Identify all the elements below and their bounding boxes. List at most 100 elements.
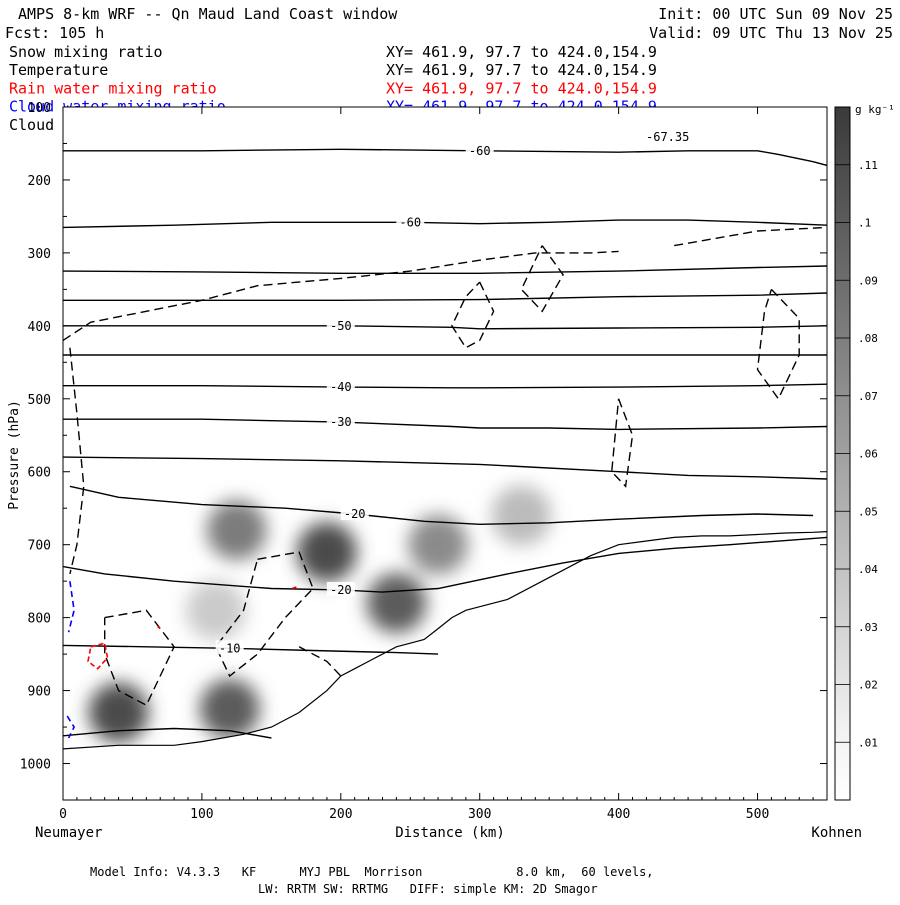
x-tick-label: 400 bbox=[607, 807, 630, 822]
snow-shading-blob bbox=[199, 678, 260, 739]
init-time: Init: 00 UTC Sun 09 Nov 25 bbox=[658, 5, 893, 23]
contour-label-bg bbox=[326, 414, 355, 429]
snow-shading bbox=[88, 485, 552, 743]
colorbar-unit: g kg⁻¹ bbox=[855, 103, 895, 116]
contour-label: -10 bbox=[219, 641, 241, 655]
contour-label: -20 bbox=[344, 507, 366, 521]
legend-label: Rain water mixing ratio bbox=[9, 79, 217, 97]
colorbar-label: .04 bbox=[858, 563, 878, 576]
cloud-ice-contour bbox=[63, 250, 619, 341]
rain-water-contour bbox=[291, 586, 297, 590]
contour-label-bg bbox=[396, 214, 425, 229]
contour-label-bg bbox=[465, 142, 494, 157]
cloud-water-contour bbox=[67, 581, 75, 633]
cloud-ice-contour bbox=[104, 609, 175, 707]
contour-label: -50 bbox=[330, 319, 352, 333]
max-value-label: -67.35 bbox=[646, 130, 689, 144]
cloud-ice-contours bbox=[63, 226, 827, 707]
y-tick-label: 400 bbox=[28, 320, 51, 335]
cloud-water-contour bbox=[66, 715, 76, 739]
x-tick-label: 300 bbox=[468, 807, 491, 822]
temperature-contour bbox=[63, 148, 827, 167]
temperature-contour bbox=[63, 727, 272, 739]
y-tick-label: 300 bbox=[28, 247, 51, 262]
legend-label: Snow mixing ratio bbox=[9, 43, 163, 61]
legend-xy: XY= 461.9, 97.7 to 424.0,154.9 bbox=[386, 61, 657, 79]
contour-label: -20 bbox=[330, 583, 352, 597]
x-axis: 0 100 200 300 400 500 bbox=[59, 107, 814, 822]
y-tick-label: 600 bbox=[28, 466, 51, 481]
snow-shading-blob bbox=[185, 580, 246, 641]
temperature-contour bbox=[63, 644, 439, 655]
right-endpoint-label: Kohnen bbox=[811, 825, 862, 841]
snow-shading-blob bbox=[408, 514, 469, 575]
snow-shading-blob bbox=[206, 500, 267, 561]
cloud-ice-contour bbox=[298, 646, 342, 677]
colorbar-label: .09 bbox=[858, 274, 878, 287]
cloud-water-contours bbox=[66, 581, 76, 739]
y-tick-label: 100 bbox=[28, 101, 51, 116]
model-info-line2: LW: RRTM SW: RRTMG DIFF: simple KM: 2D S… bbox=[258, 882, 598, 896]
temperature-contour bbox=[63, 219, 827, 229]
temperature-contours bbox=[63, 148, 827, 739]
temperature-contour bbox=[63, 383, 827, 389]
contour-label: -60 bbox=[469, 144, 491, 158]
contour-label-bg bbox=[340, 506, 369, 521]
cloud-ice-contour bbox=[451, 281, 495, 349]
cloud-ice-contour bbox=[69, 347, 85, 575]
legend-label: Temperature bbox=[9, 61, 108, 79]
snow-shading-blob bbox=[491, 485, 552, 546]
colorbar-label: .11 bbox=[858, 159, 878, 172]
snow-shading-blob bbox=[296, 521, 357, 582]
x-tick-label: 100 bbox=[190, 807, 213, 822]
contour-label: -40 bbox=[330, 380, 352, 394]
contour-label-bg bbox=[215, 640, 244, 655]
x-tick-label: 200 bbox=[329, 807, 352, 822]
valid-time: Valid: 09 UTC Thu 13 Nov 25 bbox=[649, 24, 893, 42]
plot-frame bbox=[62, 106, 828, 801]
x-tick-label: 0 bbox=[59, 807, 67, 822]
y-tick-label: 900 bbox=[28, 685, 51, 700]
y-tick-label: 200 bbox=[28, 174, 51, 189]
contour-label-bg bbox=[326, 317, 355, 332]
colorbar-label: .05 bbox=[858, 505, 878, 518]
x-axis-label: Distance (km) bbox=[395, 825, 505, 841]
temperature-contour bbox=[63, 536, 827, 593]
cloud-ice-contour bbox=[674, 226, 827, 247]
y-axis-label: Pressure (hPa) bbox=[7, 400, 22, 510]
legend-xy: XY= 461.9, 97.7 to 424.0,154.9 bbox=[386, 43, 657, 61]
colorbar-label: .03 bbox=[858, 621, 878, 634]
forecast-hour: Fcst: 105 h bbox=[5, 24, 104, 42]
temperature-contour bbox=[63, 265, 827, 274]
contour-label: -30 bbox=[330, 415, 352, 429]
colorbar-label: .08 bbox=[858, 332, 878, 345]
legend-xy: XY= 461.9, 97.7 to 424.0,154.9 bbox=[386, 79, 657, 97]
y-tick-label: 1000 bbox=[20, 758, 51, 773]
rain-water-contour bbox=[87, 642, 109, 670]
snow-shading-blob bbox=[88, 682, 149, 743]
colorbar-label: .07 bbox=[858, 390, 878, 403]
temperature-contour bbox=[63, 325, 827, 330]
y-axis: 100 200 300 400 500 600 700 800 900 1000 bbox=[20, 101, 827, 801]
model-info-line1: Model Info: V4.3.3 KF MYJ PBL Morrison 8… bbox=[90, 865, 654, 879]
colorbar-label: .02 bbox=[858, 679, 878, 692]
colorbar: g kg⁻¹ .01 .02 .03 .04 .05 .06 .07 .08 .09 .1 .11 bbox=[834, 103, 895, 801]
contour-label: -60 bbox=[399, 215, 421, 229]
contour-label-bg bbox=[326, 581, 355, 596]
colorbar-label: .1 bbox=[858, 217, 871, 230]
y-tick-label: 800 bbox=[28, 612, 51, 627]
rain-water-contour bbox=[156, 625, 161, 630]
y-tick-label: 700 bbox=[28, 539, 51, 554]
y-tick-label: 500 bbox=[28, 393, 51, 408]
contour-label-bg bbox=[326, 379, 355, 394]
temperature-contour bbox=[63, 456, 827, 480]
x-tick-label: 500 bbox=[746, 807, 769, 822]
colorbar-label: .01 bbox=[858, 736, 878, 749]
terrain-line bbox=[63, 531, 827, 750]
rain-water-contours bbox=[87, 586, 297, 670]
chart-title: AMPS 8-km WRF -- Qn Maud Land Coast wind… bbox=[18, 5, 398, 23]
cloud-ice-contour bbox=[520, 245, 564, 313]
snow-shading-blob bbox=[366, 573, 427, 634]
